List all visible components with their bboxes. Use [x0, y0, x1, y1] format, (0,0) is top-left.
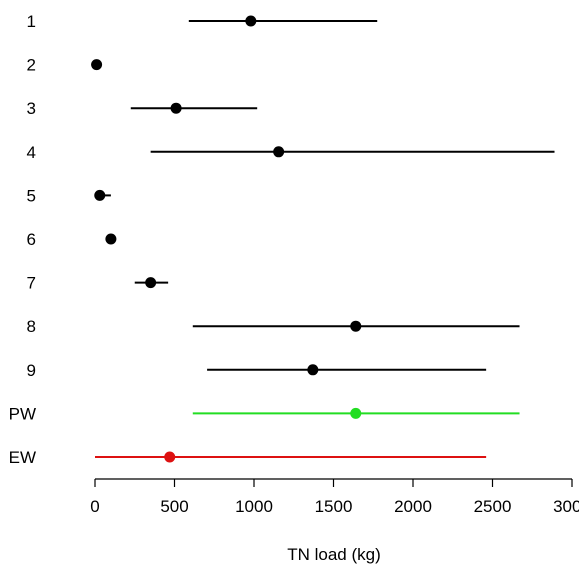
category-label-2: 2	[27, 56, 36, 75]
point-4	[273, 146, 285, 158]
x-axis-title: TN load (kg)	[287, 545, 381, 564]
category-label-6: 6	[27, 230, 36, 249]
x-tick-label-500: 500	[160, 497, 188, 516]
category-label-7: 7	[27, 274, 36, 293]
error-bars	[95, 20, 555, 458]
point-8	[350, 320, 362, 332]
point-estimates	[91, 15, 362, 463]
x-tick-label-1500: 1500	[315, 497, 353, 516]
category-label-5: 5	[27, 186, 36, 205]
x-axis: 0 500 1000 1500 2000 2500 3000	[90, 478, 579, 516]
point-2	[91, 59, 103, 71]
category-label-1: 1	[27, 12, 36, 31]
point-9	[307, 364, 319, 376]
category-label-9: 9	[27, 361, 36, 380]
category-label-8: 8	[27, 317, 36, 336]
category-label-4: 4	[27, 143, 36, 162]
x-tick-label-0: 0	[90, 497, 99, 516]
category-label-3: 3	[27, 99, 36, 118]
point-pw	[350, 407, 362, 419]
point-1	[245, 15, 257, 27]
category-label-pw: PW	[9, 404, 36, 423]
x-tick-label-2000: 2000	[394, 497, 432, 516]
x-tick-label-1000: 1000	[235, 497, 273, 516]
point-6	[105, 233, 117, 245]
category-labels: 1 2 3 4 5 6 7 8 9 PW EW	[9, 12, 36, 467]
x-tick-label-2500: 2500	[474, 497, 512, 516]
point-7	[145, 277, 157, 289]
point-ew	[164, 451, 176, 463]
x-tick-label-3000: 3000	[553, 497, 579, 516]
point-3	[170, 102, 182, 114]
category-label-ew: EW	[9, 448, 36, 467]
point-5	[94, 189, 106, 201]
